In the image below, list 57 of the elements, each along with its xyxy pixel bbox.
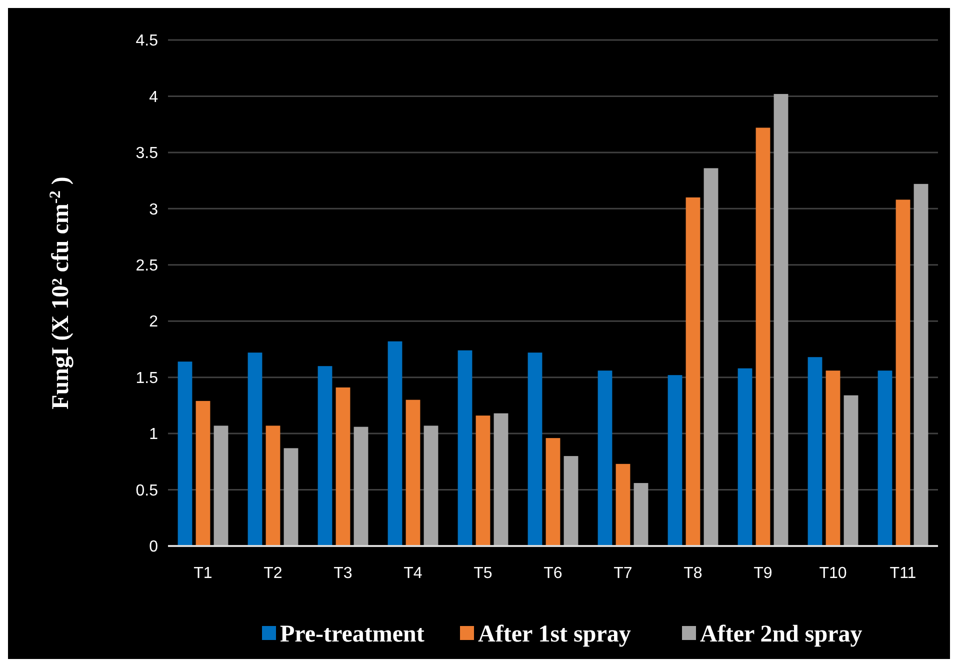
legend-label: After 2nd spray [700, 621, 862, 648]
bar [424, 426, 438, 546]
y-tick-label: 2.5 [136, 257, 158, 274]
bar [774, 94, 788, 546]
bar [178, 362, 192, 546]
bar [318, 366, 332, 546]
bar [826, 370, 840, 546]
bar [476, 416, 490, 546]
x-tick-label: T7 [614, 565, 632, 582]
y-tick-label: 0 [149, 538, 158, 556]
bar [896, 200, 910, 546]
bar [616, 464, 630, 546]
y-tick-label: 1.5 [136, 370, 158, 387]
y-tick-label: 3.5 [136, 145, 158, 162]
bar [878, 370, 892, 546]
bar [844, 395, 858, 546]
y-tick-label: 3 [149, 201, 158, 218]
bar [406, 400, 420, 546]
bar [914, 184, 928, 546]
bar [668, 375, 682, 546]
bar [756, 128, 770, 546]
bar [196, 400, 210, 546]
y-tick-label: 4 [149, 88, 158, 106]
y-tick-label: 4.5 [136, 32, 158, 50]
bar [598, 370, 612, 546]
bar [458, 350, 472, 546]
legend-label: After 1st spray [478, 621, 631, 648]
x-tick-label: T5 [474, 565, 492, 582]
bar [494, 413, 508, 546]
x-tick-label: T9 [754, 565, 772, 582]
x-tick-label: T11 [890, 565, 916, 582]
bar [354, 426, 368, 546]
bar [266, 426, 280, 546]
x-tick-label: T2 [264, 565, 282, 582]
bar [388, 341, 402, 546]
y-tick-label: 0.5 [136, 482, 158, 500]
bar [808, 357, 822, 546]
bar [738, 368, 752, 546]
bar [248, 352, 262, 546]
x-tick-label: T1 [194, 565, 212, 582]
y-tick-label: 2 [149, 314, 158, 331]
bar [336, 387, 350, 546]
bar [704, 168, 718, 546]
bar [528, 352, 542, 546]
bar [686, 197, 700, 546]
bar [634, 483, 648, 546]
x-tick-label: T3 [334, 565, 352, 582]
y-tick-label: 1 [149, 426, 158, 444]
x-tick-label: T10 [819, 565, 847, 582]
bar [564, 456, 578, 546]
bar [214, 426, 228, 546]
bar [284, 448, 298, 546]
legend-label: Pre-treatment [280, 621, 424, 648]
bar [546, 438, 560, 546]
x-tick-label: T6 [544, 565, 562, 582]
x-tick-label: T4 [404, 565, 422, 582]
x-tick-label: T8 [684, 565, 702, 582]
